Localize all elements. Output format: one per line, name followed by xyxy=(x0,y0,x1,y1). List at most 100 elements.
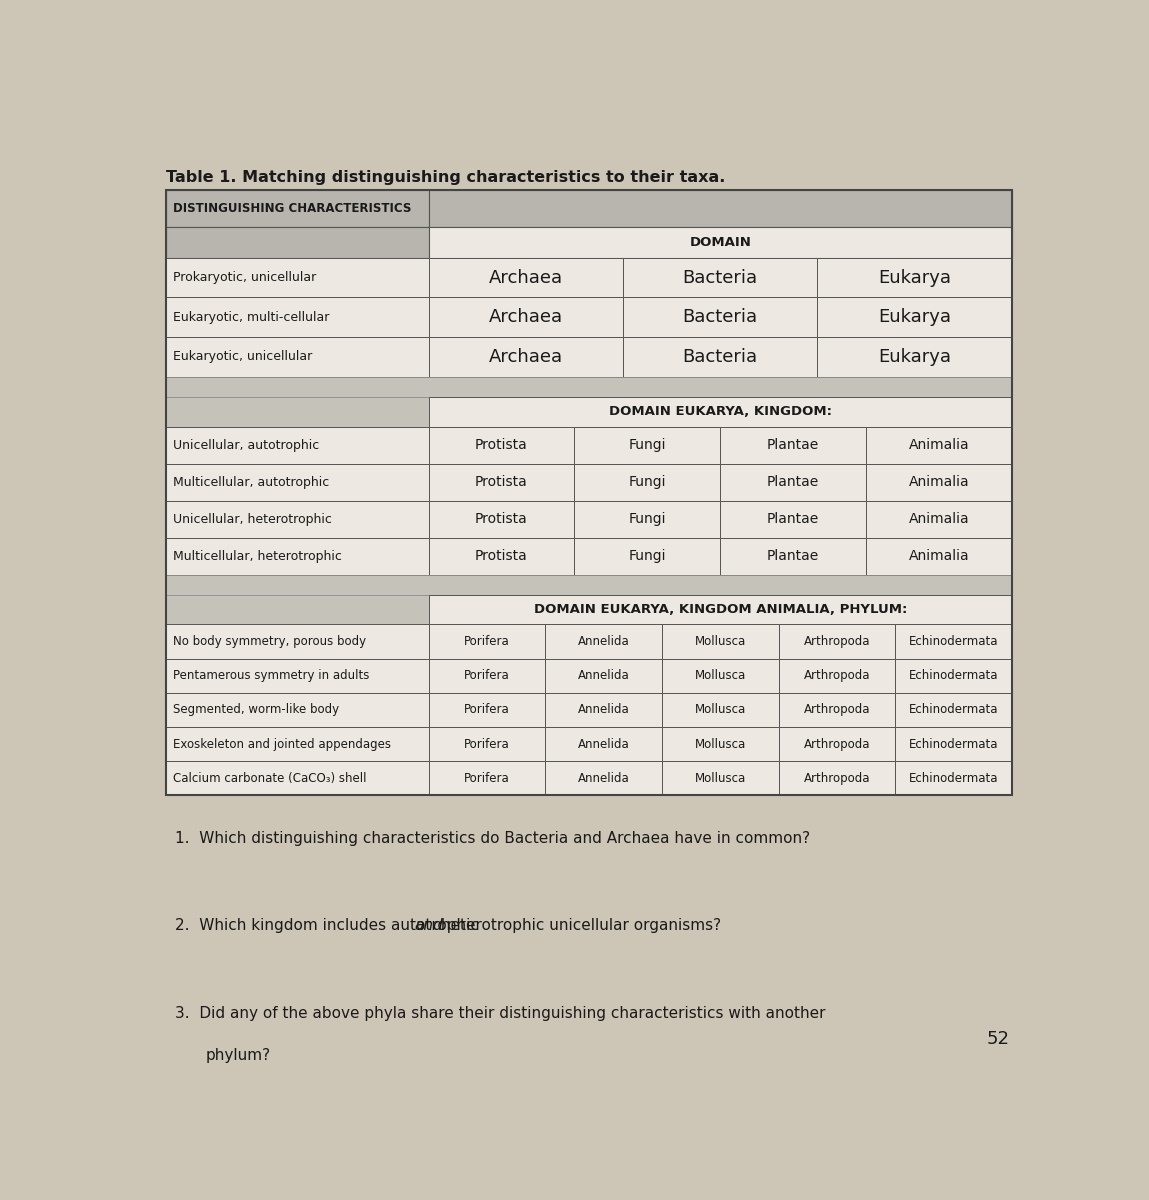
Text: Echinodermata: Echinodermata xyxy=(909,635,998,648)
Text: Protista: Protista xyxy=(475,475,527,490)
Text: Echinodermata: Echinodermata xyxy=(909,738,998,751)
Text: 52: 52 xyxy=(986,1030,1009,1048)
Text: Animalia: Animalia xyxy=(909,550,970,563)
Text: Archaea: Archaea xyxy=(488,269,563,287)
Text: Eukarya: Eukarya xyxy=(878,308,951,326)
Text: Plantae: Plantae xyxy=(768,438,819,452)
Text: Exoskeleton and jointed appendages: Exoskeleton and jointed appendages xyxy=(173,738,391,751)
Bar xyxy=(165,427,429,463)
Bar xyxy=(817,337,1012,377)
Text: Table 1. Matching distinguishing characteristics to their taxa.: Table 1. Matching distinguishing charact… xyxy=(165,170,725,185)
Text: heterotrophic unicellular organisms?: heterotrophic unicellular organisms? xyxy=(437,918,722,934)
Bar xyxy=(429,427,574,463)
Text: DISTINGUISHING CHARACTERISTICS: DISTINGUISHING CHARACTERISTICS xyxy=(173,202,411,215)
Bar xyxy=(165,692,429,727)
Bar xyxy=(779,761,895,796)
Bar xyxy=(546,659,662,692)
Bar xyxy=(866,427,1012,463)
Bar xyxy=(574,500,720,538)
Text: Porifera: Porifera xyxy=(464,703,510,716)
Bar xyxy=(165,298,429,337)
Text: Annelida: Annelida xyxy=(578,738,630,751)
Text: Mollusca: Mollusca xyxy=(695,635,746,648)
Text: Fungi: Fungi xyxy=(629,512,666,526)
Bar xyxy=(662,761,779,796)
Bar xyxy=(165,624,429,659)
Text: Eukarya: Eukarya xyxy=(878,348,951,366)
Text: Protista: Protista xyxy=(475,550,527,563)
Bar xyxy=(165,659,429,692)
Text: Prokaryotic, unicellular: Prokaryotic, unicellular xyxy=(173,271,316,284)
Bar xyxy=(165,500,429,538)
Text: Porifera: Porifera xyxy=(464,670,510,683)
Bar xyxy=(429,624,546,659)
Text: Annelida: Annelida xyxy=(578,772,630,785)
Text: Porifera: Porifera xyxy=(464,635,510,648)
Text: Unicellular, autotrophic: Unicellular, autotrophic xyxy=(173,439,319,451)
Bar xyxy=(623,298,817,337)
Text: Mollusca: Mollusca xyxy=(695,703,746,716)
Text: Mollusca: Mollusca xyxy=(695,738,746,751)
Text: Pentamerous symmetry in adults: Pentamerous symmetry in adults xyxy=(173,670,369,683)
Bar xyxy=(895,761,1012,796)
Bar xyxy=(866,538,1012,575)
Bar xyxy=(779,692,895,727)
Text: Plantae: Plantae xyxy=(768,512,819,526)
Bar xyxy=(779,624,895,659)
Text: Arthropoda: Arthropoda xyxy=(803,635,870,648)
Text: Archaea: Archaea xyxy=(488,308,563,326)
Bar xyxy=(574,538,720,575)
Text: Eukarya: Eukarya xyxy=(878,269,951,287)
Bar xyxy=(429,463,574,500)
Bar xyxy=(662,727,779,761)
Bar xyxy=(895,727,1012,761)
Text: Bacteria: Bacteria xyxy=(683,269,758,287)
Bar xyxy=(165,337,429,377)
Bar xyxy=(429,538,574,575)
Text: phylum?: phylum? xyxy=(206,1048,271,1063)
Bar xyxy=(546,624,662,659)
Text: Archaea: Archaea xyxy=(488,348,563,366)
Bar xyxy=(779,659,895,692)
Bar xyxy=(720,427,866,463)
Text: Eukaryotic, unicellular: Eukaryotic, unicellular xyxy=(173,350,313,364)
Bar xyxy=(720,500,866,538)
Bar xyxy=(165,538,429,575)
Bar xyxy=(574,427,720,463)
Text: Porifera: Porifera xyxy=(464,772,510,785)
Text: Mollusca: Mollusca xyxy=(695,772,746,785)
Text: Annelida: Annelida xyxy=(578,635,630,648)
Bar xyxy=(429,500,574,538)
Text: Annelida: Annelida xyxy=(578,670,630,683)
Bar xyxy=(165,258,429,298)
Text: DOMAIN EUKARYA, KINGDOM ANIMALIA, PHYLUM:: DOMAIN EUKARYA, KINGDOM ANIMALIA, PHYLUM… xyxy=(533,604,907,616)
Text: Arthropoda: Arthropoda xyxy=(803,772,870,785)
Bar xyxy=(429,595,1012,624)
Bar xyxy=(165,761,429,796)
Text: 1.  Which distinguishing characteristics do Bacteria and Archaea have in common?: 1. Which distinguishing characteristics … xyxy=(175,830,810,846)
Bar xyxy=(895,624,1012,659)
Text: Protista: Protista xyxy=(475,438,527,452)
Bar xyxy=(429,298,623,337)
Bar xyxy=(429,397,1012,427)
Text: Porifera: Porifera xyxy=(464,738,510,751)
Text: Echinodermata: Echinodermata xyxy=(909,670,998,683)
Text: DOMAIN EUKARYA, KINGDOM:: DOMAIN EUKARYA, KINGDOM: xyxy=(609,406,832,419)
Bar xyxy=(546,761,662,796)
Text: No body symmetry, porous body: No body symmetry, porous body xyxy=(173,635,367,648)
Bar xyxy=(574,463,720,500)
Text: Echinodermata: Echinodermata xyxy=(909,703,998,716)
Text: Eukaryotic, multi-cellular: Eukaryotic, multi-cellular xyxy=(173,311,330,324)
Bar xyxy=(546,727,662,761)
Bar xyxy=(817,298,1012,337)
Bar xyxy=(165,727,429,761)
Bar xyxy=(429,190,1012,227)
Bar xyxy=(165,595,429,624)
Text: Fungi: Fungi xyxy=(629,438,666,452)
Bar xyxy=(165,190,1012,796)
Text: Calcium carbonate (CaCO₃) shell: Calcium carbonate (CaCO₃) shell xyxy=(173,772,367,785)
Bar xyxy=(866,500,1012,538)
Text: Unicellular, heterotrophic: Unicellular, heterotrophic xyxy=(173,512,332,526)
Bar xyxy=(895,659,1012,692)
Bar xyxy=(895,692,1012,727)
